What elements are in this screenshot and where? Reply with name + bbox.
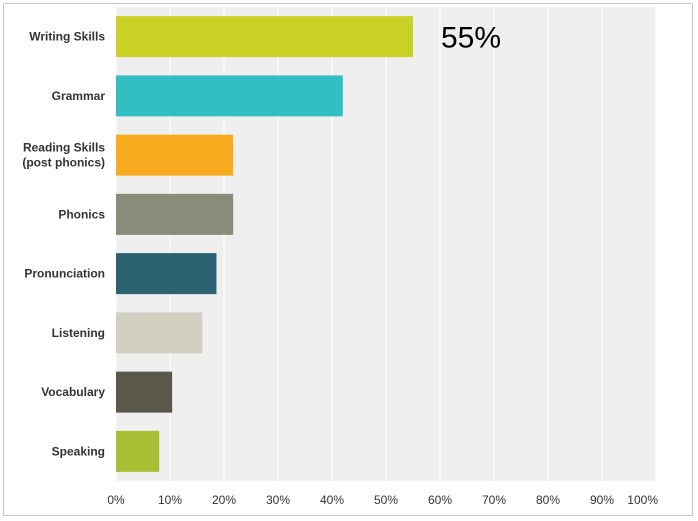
x-tick-label: 100% [627,493,658,507]
chart-frame: 0% 10% 20% 30% 40% 50% 60% 70% 80% 90% 100% Writing… [3,3,693,516]
x-tick-label: 30% [266,493,290,507]
bar [116,430,160,472]
bar [116,371,173,413]
category-label: Phonics [58,207,105,221]
category-label: Pronunciation [24,267,105,281]
bar [116,253,217,295]
category-label: Writing Skills [29,30,105,44]
x-tick-label: 50% [374,493,398,507]
x-tick-label: 90% [590,493,614,507]
bar-chart: 0% 10% 20% 30% 40% 50% 60% 70% 80% 90% 100% Writing… [22,7,658,507]
callout-label: 55% [441,22,501,55]
bar [116,75,343,117]
x-tick-label: 40% [320,493,344,507]
x-tick-label: 20% [212,493,236,507]
bar [116,193,234,235]
x-tick-label: 10% [158,493,182,507]
category-label: Speaking [52,444,105,458]
category-label: Listening [52,326,105,340]
x-tick-label: 80% [536,493,560,507]
x-tick-label: 0% [107,493,125,507]
bar [116,16,413,58]
category-label: Vocabulary [41,385,105,399]
x-tick-label: 70% [482,493,506,507]
x-tick-label: 60% [428,493,452,507]
bar [116,134,234,176]
category-label: Reading Skills (post phonics) [22,141,105,170]
bar [116,312,203,354]
category-label: Grammar [52,89,106,103]
